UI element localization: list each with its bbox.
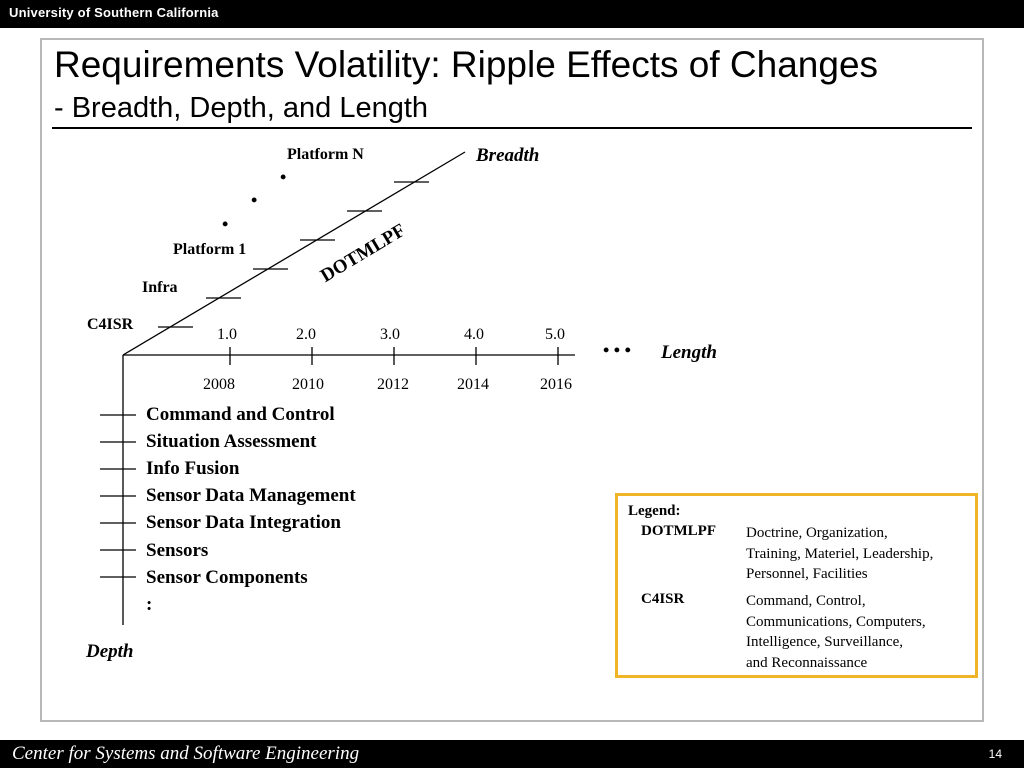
version-label: 4.0 [464,326,484,343]
depth-level: Command and Control [146,404,335,425]
depth-continuation: : [146,594,153,615]
breadth-level-platform-n: Platform N [287,146,364,163]
breadth-level-c4isr: C4ISR [87,316,134,333]
version-label: 1.0 [217,326,237,343]
length-ellipsis: • • • [603,340,631,360]
depth-level: Situation Assessment [146,431,317,452]
legend-term-dotmlpf: DOTMLPF [641,523,716,539]
length-axis-title: Length [661,342,717,363]
breadth-ellipsis-dot: • [222,214,229,234]
slide-title: Requirements Volatility: Ripple Effects … [54,44,879,85]
legend-definition-line: Command, Control, [746,593,866,609]
legend-term-c4isr: C4ISR [641,591,685,607]
legend-definition-line: Personnel, Facilities [746,566,868,582]
depth-level: Sensor Data Integration [146,512,341,533]
year-label: 2010 [292,376,324,393]
year-label: 2016 [540,376,572,393]
footer-bar: Center for Systems and Software Engineer… [0,740,1024,768]
center-name: Center for Systems and Software Engineer… [12,743,360,764]
year-label: 2012 [377,376,409,393]
version-label: 2.0 [296,326,316,343]
version-label: 5.0 [545,326,565,343]
version-label: 3.0 [380,326,400,343]
legend-definition-line: and Reconnaissance [746,654,868,671]
depth-axis-title: Depth [86,641,134,662]
page-number: 14 [988,747,1002,761]
breadth-ellipsis-dot: • [251,190,258,210]
legend-definition-line: Intelligence, Surveillance, [746,634,904,650]
breadth-ellipsis-dot: • [280,167,287,187]
breadth-level-platform-1: Platform 1 [173,241,247,258]
university-name: University of Southern California [9,5,219,20]
year-label: 2014 [457,376,489,393]
dotmlpf-axis-label: DOTMLPF [317,220,409,287]
year-label: 2008 [203,376,235,393]
legend-title: Legend: [628,503,681,519]
depth-level: Sensor Components [146,567,308,588]
breadth-axis-title: Breadth [476,145,540,166]
legend-definition-dotmlpf: Doctrine, Organization, Training, Materi… [746,523,933,585]
depth-level: Sensor Data Management [146,485,356,506]
legend-definition-line: Doctrine, Organization, [746,525,888,541]
legend-definition-c4isr: Command, Control, Communications, Comput… [746,591,926,673]
slide-subtitle: - Breadth, Depth, and Length [54,92,429,124]
slide-frame [40,38,984,722]
legend-definition-line: Training, Materiel, Leadership, [746,545,934,562]
legend-box: Legend: DOTMLPF Doctrine, Organization, … [615,493,978,678]
title-underline [52,127,972,129]
breadth-level-infra: Infra [142,279,178,296]
depth-level: Sensors [146,540,209,561]
breadth-axis-line [122,151,466,356]
legend-definition-line: Communications, Computers, [746,613,926,630]
depth-level: Info Fusion [146,458,240,479]
header-bar: University of Southern California [0,0,1024,28]
